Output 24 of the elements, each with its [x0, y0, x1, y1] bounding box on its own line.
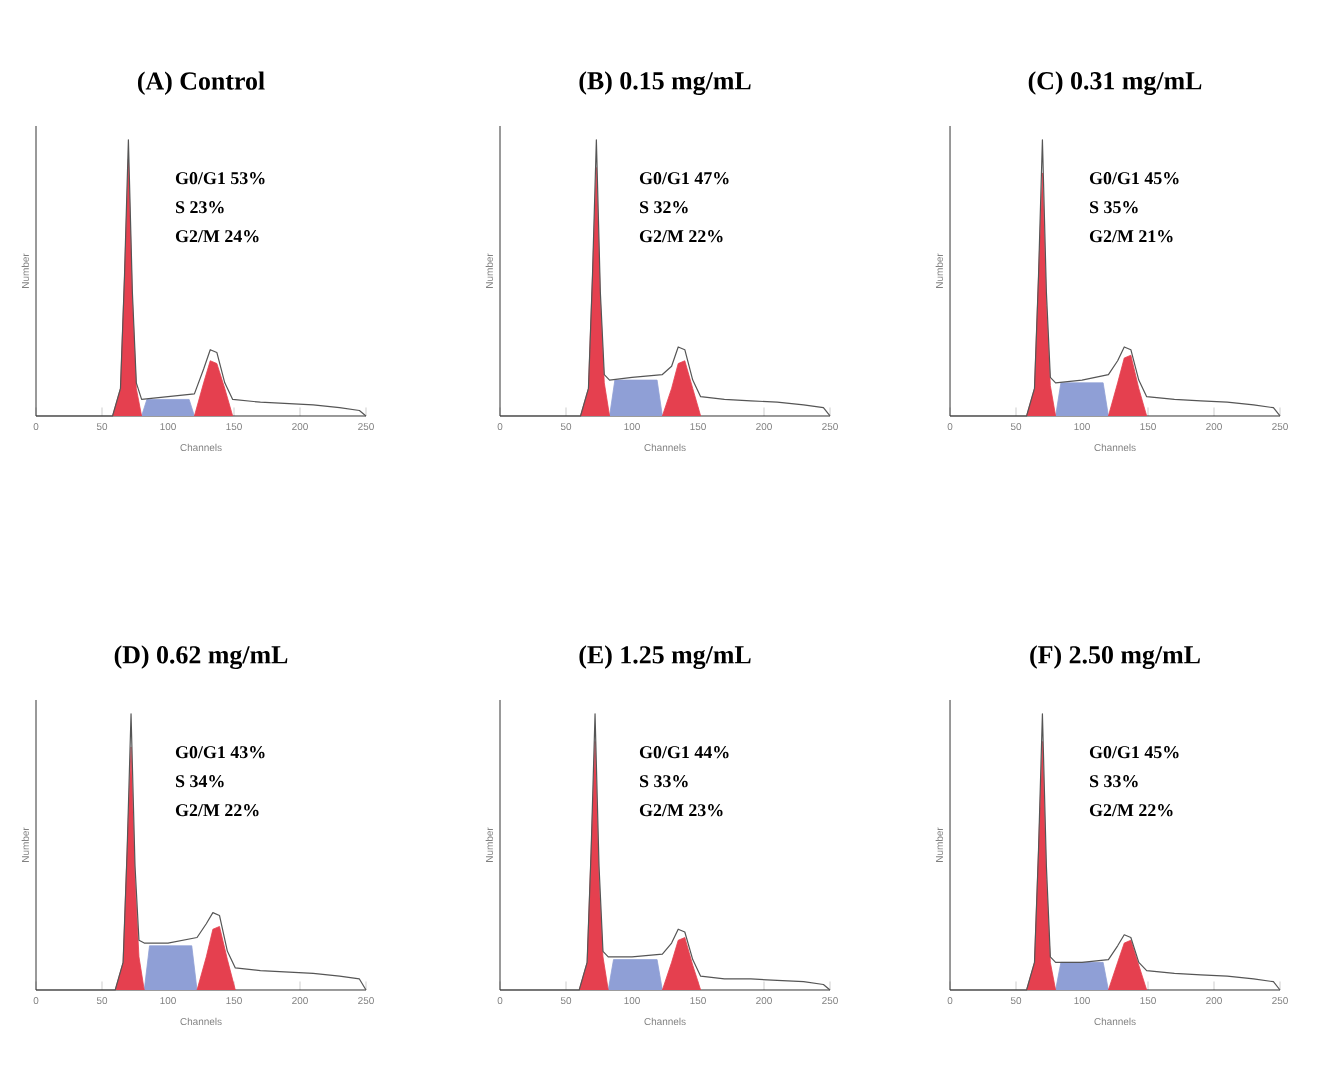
annotation: S 32%	[640, 201, 688, 214]
annotation: G0/G1 45%	[1089, 172, 1179, 185]
chart-title: (C) 0.31 mg/mL	[1028, 71, 1202, 95]
annotation: S 33%	[640, 775, 688, 788]
annotation: G0/G1 47%	[639, 172, 729, 185]
annotation: G2/M 22%	[1089, 804, 1173, 817]
annotation: S 35%	[1090, 201, 1138, 214]
annotation: G0/G1 53%	[175, 172, 265, 185]
annotation: G2/M 23%	[639, 804, 723, 817]
annotation: G0/G1 43%	[175, 746, 265, 759]
chart-title: (F) 2.50 mg/mL	[1030, 645, 1200, 669]
annotation: S 34%	[176, 775, 224, 788]
annotation: S 23%	[176, 201, 224, 214]
annotation: G2/M 22%	[175, 804, 259, 817]
annotation: G2/M 24%	[175, 230, 259, 243]
annotation: G0/G1 45%	[1089, 746, 1179, 759]
annotation: G0/G1 44%	[639, 746, 729, 759]
chart-title: (A) Control	[137, 71, 265, 95]
chart-title: (B) 0.15 mg/mL	[579, 71, 751, 95]
chart-title: (E) 1.25 mg/mL	[579, 645, 751, 669]
chart-title: (D) 0.62 mg/mL	[114, 645, 288, 669]
annotation: G2/M 21%	[1089, 230, 1173, 243]
annotation: G2/M 22%	[639, 230, 723, 243]
annotation: S 33%	[1090, 775, 1138, 788]
